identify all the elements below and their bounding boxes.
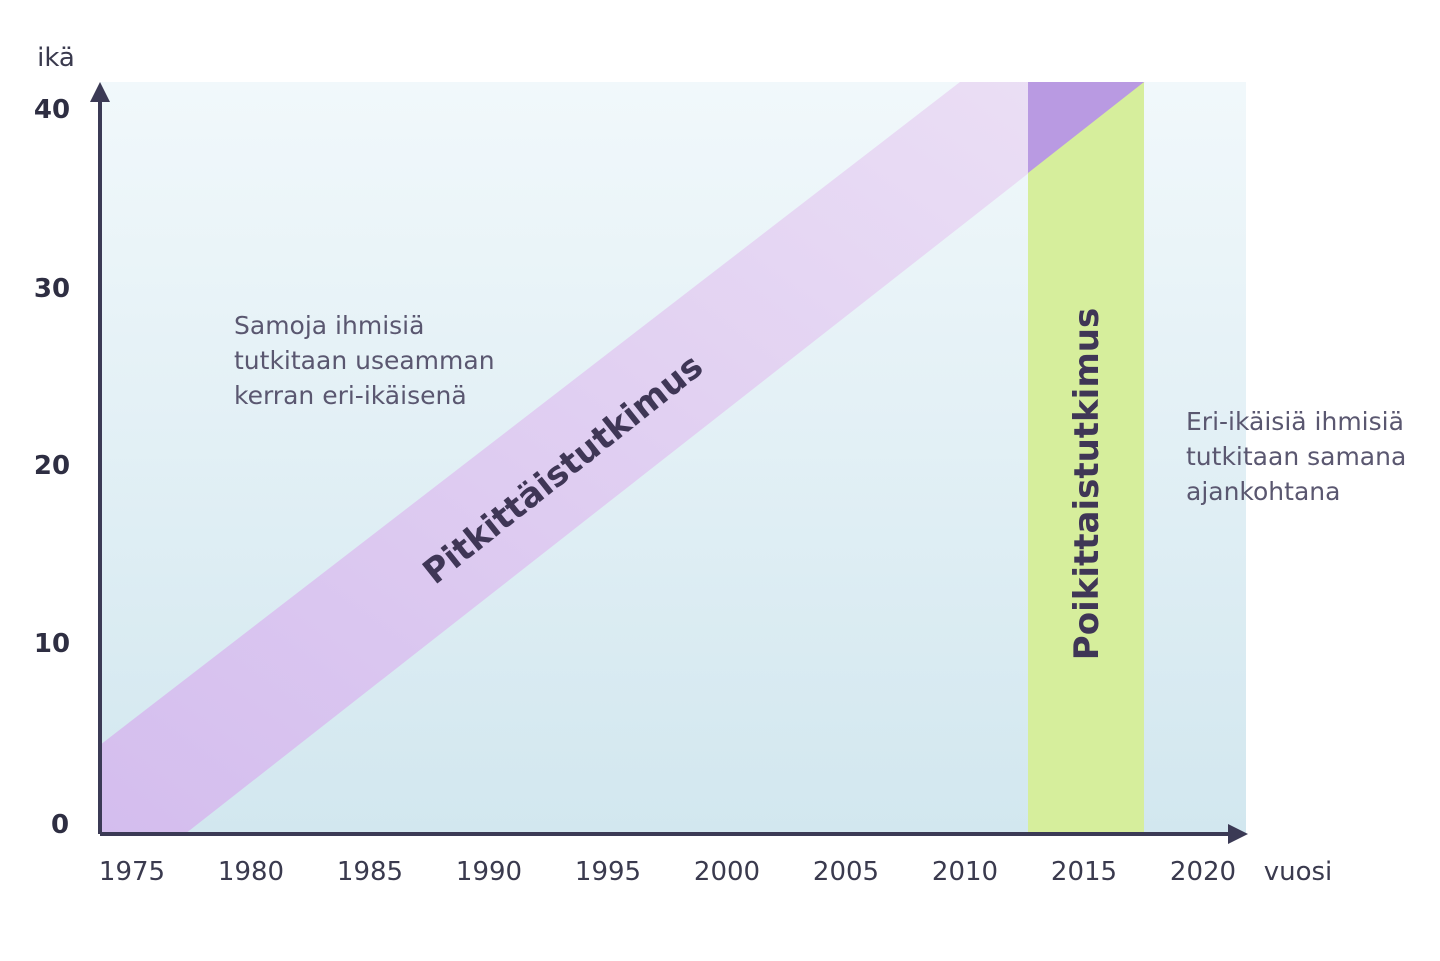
x-tick-label: 1985 bbox=[337, 857, 403, 887]
x-tick-label: 1980 bbox=[218, 857, 284, 887]
x-tick-label: 2005 bbox=[813, 857, 879, 887]
band-overlap bbox=[1028, 82, 1144, 173]
x-tick-label: 2010 bbox=[932, 857, 998, 887]
x-tick-label: 1995 bbox=[575, 857, 641, 887]
x-tick-label: 1975 bbox=[99, 857, 165, 887]
longitudinal-band bbox=[100, 82, 1145, 834]
y-tick-label: 10 bbox=[34, 629, 70, 659]
cross-sectional-band bbox=[1028, 82, 1144, 834]
y-tick-label: 40 bbox=[34, 95, 70, 125]
x-axis-title: vuosi bbox=[1264, 857, 1333, 887]
cross-sectional-band-label: Poikittaistutkimus bbox=[1067, 308, 1107, 660]
y-ticks: 0 10 20 30 40 bbox=[34, 95, 70, 840]
y-axis-title: ikä bbox=[37, 43, 75, 73]
x-tick-label: 2020 bbox=[1170, 857, 1236, 887]
x-ticks: 1975 1980 1985 1990 1995 2000 2005 2010 … bbox=[99, 857, 1236, 887]
cross-sectional-note: Eri-ikäisiä ihmisiä tutkitaan samana aja… bbox=[1186, 407, 1407, 506]
y-tick-label: 0 bbox=[51, 810, 69, 840]
y-tick-label: 30 bbox=[34, 274, 70, 304]
longitudinal-note: Samoja ihmisiä tutkitaan useamman kerran… bbox=[234, 311, 495, 410]
y-tick-label: 20 bbox=[34, 451, 70, 481]
x-tick-label: 2000 bbox=[694, 857, 760, 887]
x-axis-arrow bbox=[1228, 824, 1248, 844]
x-tick-label: 1990 bbox=[456, 857, 522, 887]
y-axis-arrow bbox=[90, 82, 110, 102]
x-tick-label: 2015 bbox=[1051, 857, 1117, 887]
